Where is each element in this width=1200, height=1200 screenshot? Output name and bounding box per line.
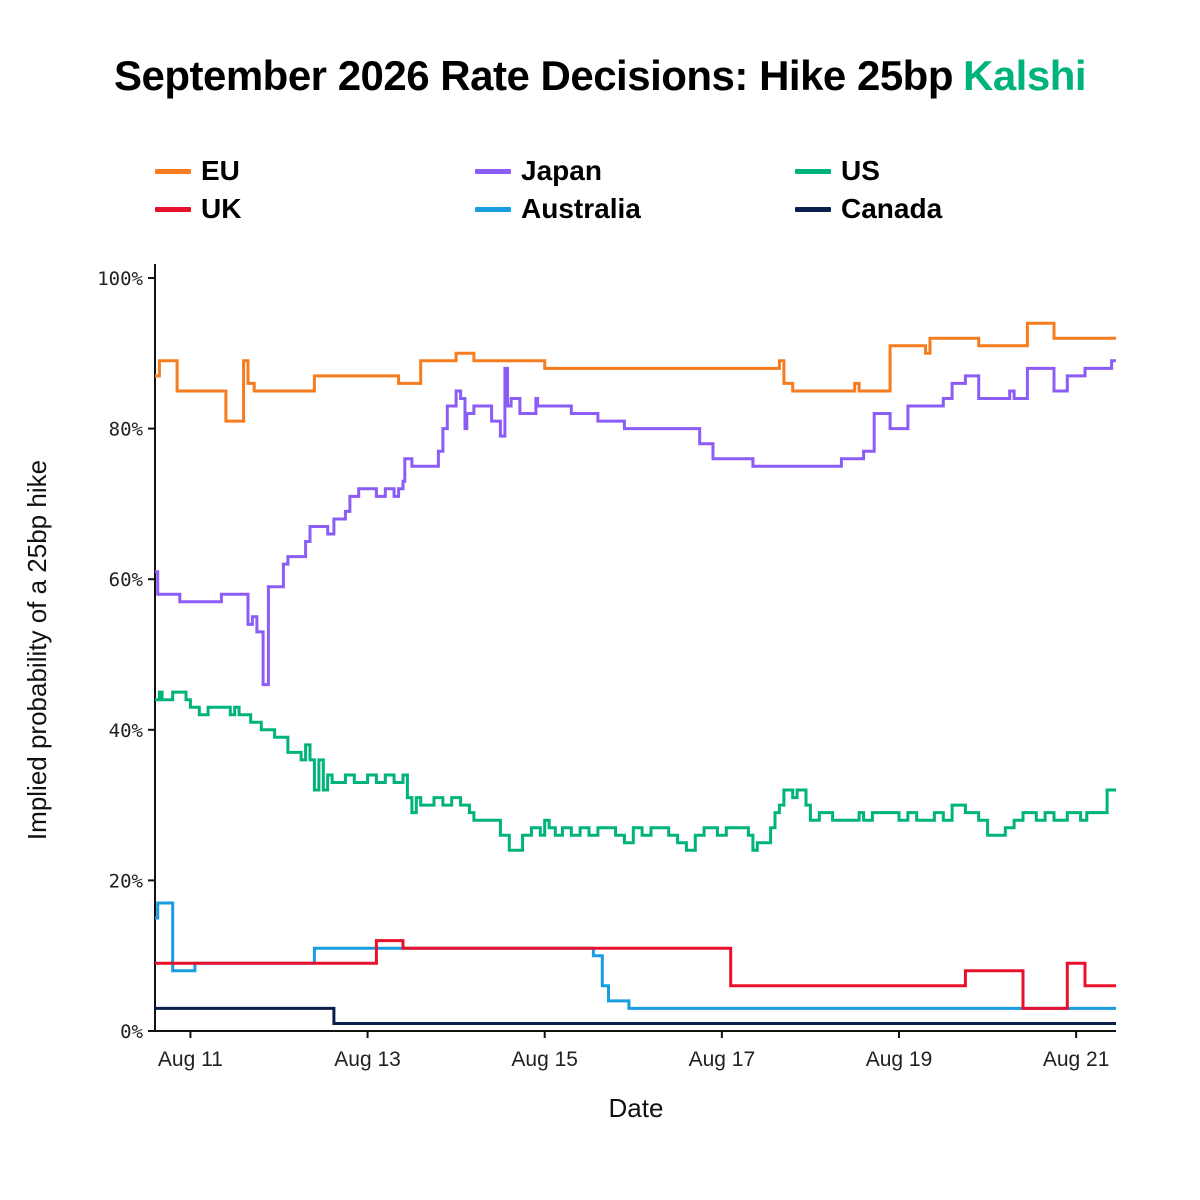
y-tick-label: 40% (109, 720, 144, 742)
x-tick-label: Aug 21 (1043, 1048, 1110, 1071)
legend-item-australia: Australia (475, 190, 641, 228)
legend-label: EU (201, 155, 240, 186)
legend: EU Japan US UK Australia Canada (155, 152, 1155, 242)
series-layer (155, 321, 1116, 1025)
x-axis-label: Date (609, 1093, 664, 1123)
legend-swatch (795, 206, 831, 212)
legend-swatch (155, 206, 191, 212)
legend-label: Canada (841, 193, 943, 224)
y-tick-label: 80% (109, 419, 144, 441)
legend-item-eu: EU (155, 152, 240, 190)
legend-swatch (795, 168, 831, 174)
legend-item-canada: Canada (795, 190, 942, 228)
legend-item-us: US (795, 152, 880, 190)
series-line-japan (155, 359, 1116, 687)
series-line-uk (155, 939, 1116, 1010)
legend-label: Australia (521, 193, 641, 224)
legend-label: Japan (521, 155, 602, 186)
chart-title: September 2026 Rate Decisions: Hike 25bp (113, 52, 954, 99)
legend-swatch (475, 168, 511, 174)
series-line-us (155, 690, 1116, 852)
series-line-canada (155, 1006, 1116, 1025)
x-tick-label: Aug 17 (689, 1048, 756, 1071)
legend-label: UK (201, 193, 242, 224)
series-line-australia (155, 901, 1116, 1010)
legend-item-uk: UK (155, 190, 241, 228)
legend-label: US (841, 155, 880, 186)
y-axis-label: Implied probability of a 25bp hike (22, 460, 52, 840)
ticks-layer: 0% 20% 40% 60% 80% 100% Aug 11 Aug 13 Aug 15 Aug … (97, 268, 1109, 1071)
axes (154, 264, 1116, 1032)
legend-item-japan: Japan (475, 152, 602, 190)
x-tick-label: Aug 11 (158, 1048, 223, 1071)
y-tick-label: 20% (109, 870, 144, 892)
y-tick-label: 60% (109, 569, 144, 591)
y-tick-label: 0% (120, 1021, 143, 1043)
series-line-eu (155, 321, 1116, 423)
brand-logo: Kalshi (962, 52, 1087, 99)
legend-swatch (155, 168, 191, 174)
x-tick-label: Aug 13 (334, 1048, 401, 1071)
y-tick-label: 100% (97, 268, 143, 290)
title-row: September 2026 Rate Decisions: Hike 25bp… (0, 52, 1200, 100)
x-tick-label: Aug 15 (511, 1048, 578, 1071)
legend-swatch (475, 206, 511, 212)
x-tick-label: Aug 19 (866, 1048, 933, 1071)
